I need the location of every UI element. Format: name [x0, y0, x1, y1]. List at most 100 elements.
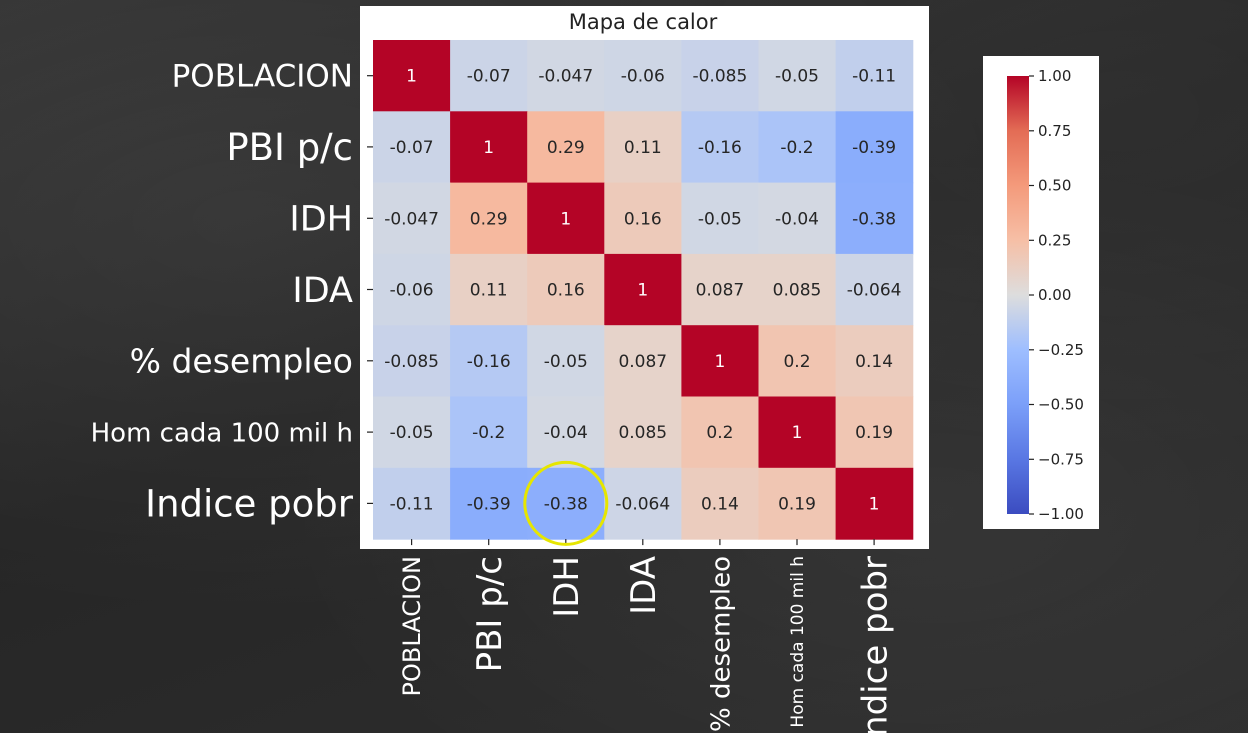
cell-value-label: -0.05 — [544, 352, 588, 372]
colorbar-tick-label: 1.00 — [1038, 67, 1071, 85]
cell-value-label: -0.04 — [775, 209, 819, 229]
cell-value-label: -0.05 — [775, 67, 819, 87]
cell-value-label: -0.11 — [390, 494, 434, 514]
overlay-col-label: PBI p/c — [470, 556, 510, 672]
heatmap-cell — [758, 467, 837, 540]
heatmap-cell — [758, 111, 837, 184]
heatmap-cell — [681, 253, 760, 326]
overlay-row-label: Hom cada 100 mil h — [91, 418, 353, 448]
heatmap-cell — [758, 253, 837, 326]
cell-value-label: -0.085 — [384, 352, 439, 372]
heatmap-cell — [527, 467, 605, 540]
heatmap-cell — [604, 467, 682, 540]
cell-value-label: 1 — [483, 138, 494, 158]
heatmap-cell — [681, 325, 760, 398]
cell-value-label: 0.14 — [855, 352, 893, 372]
heatmap-cell — [373, 396, 451, 469]
cell-value-label: -0.16 — [467, 352, 511, 372]
axis-ticks — [367, 75, 875, 546]
cell-value-label: 0.19 — [778, 494, 816, 514]
overlay-col-label: % desempleo — [706, 556, 736, 732]
overlay-col-label: POBLACION — [398, 556, 426, 696]
heatmap-cell — [527, 396, 605, 469]
cell-value-label: 0.29 — [470, 209, 508, 229]
cell-value-label: -0.064 — [847, 281, 902, 301]
cell-value-label: 0.087 — [696, 281, 745, 301]
cell-value-label: 0.2 — [706, 423, 733, 443]
heatmap-cell — [604, 396, 682, 469]
colorbar-ticks: 1.00 0.75 0.50 0.25 0.00 −0.25 −0.50 −0.75 −1.00 — [1029, 67, 1084, 523]
heatmap-cell — [835, 396, 914, 469]
cell-value-label: 0.14 — [701, 494, 739, 514]
heatmap-cell — [373, 182, 451, 255]
cell-value-label: -0.38 — [852, 209, 896, 229]
heatmap-cell — [681, 111, 760, 184]
heatmap-cell — [758, 40, 837, 112]
cell-value-label: -0.06 — [621, 67, 665, 87]
heatmap-cell — [450, 467, 528, 540]
chart-title: Mapa de calor — [569, 10, 718, 34]
cell-value-label: -0.064 — [615, 494, 670, 514]
cell-value-label: 1 — [637, 281, 648, 301]
overlay-row-label: Indice pobr — [145, 482, 354, 525]
colorbar-tick-label: −1.00 — [1038, 505, 1084, 523]
heatmap-cell — [527, 182, 605, 255]
heatmap-cell — [604, 111, 682, 184]
heatmap-cell — [681, 467, 760, 540]
overlay-row-label: IDA — [292, 271, 353, 311]
heatmap-cell — [835, 40, 914, 112]
cell-value-label: 0.085 — [773, 281, 822, 301]
heatmap-cell — [527, 325, 605, 398]
colorbar-tick-label: 0.50 — [1038, 177, 1071, 195]
heatmap-grid: 1 -0.07 -0.047 -0.06 -0.085 -0.05 -0.11 -0.07 1 0… — [373, 40, 914, 540]
heatmap-cell — [835, 253, 914, 326]
cell-value-label: -0.39 — [852, 138, 896, 158]
heatmap-cell — [681, 182, 760, 255]
heatmap-cell — [450, 253, 528, 326]
cell-value-label: 0.2 — [783, 352, 810, 372]
heatmap-cell — [681, 396, 760, 469]
cell-value-label: 0.11 — [624, 138, 662, 158]
heatmap-cell — [373, 325, 451, 398]
colorbar-tick-label: 0.25 — [1038, 231, 1071, 249]
overlay-col-label: Indice pobr — [855, 556, 895, 733]
cell-value-label: -0.05 — [698, 209, 742, 229]
overlay-row-label: POBLACION — [172, 59, 353, 95]
colorbar-tick-label: −0.75 — [1038, 450, 1084, 468]
cell-value-label: 0.29 — [547, 138, 585, 158]
cell-value-label: 1 — [406, 67, 417, 87]
heatmap-cell — [604, 325, 682, 398]
heatmap-cell — [835, 182, 914, 255]
heatmap-cell — [373, 253, 451, 326]
cell-value-label: 1 — [560, 209, 571, 229]
cell-value-label: -0.05 — [390, 423, 434, 443]
cell-value-label: -0.38 — [544, 494, 588, 514]
heatmap-cell — [450, 325, 528, 398]
heatmap-cell — [835, 325, 914, 398]
heatmap-cell — [604, 40, 682, 112]
heatmap-cell — [527, 253, 605, 326]
overlay-col-label: IDA — [624, 556, 664, 615]
heatmap-cell — [604, 253, 682, 326]
colorbar-tick-label: −0.50 — [1038, 396, 1084, 414]
colorbar — [1007, 76, 1029, 514]
overlay-row-label: % desempleo — [130, 341, 353, 380]
cell-value-label: 1 — [869, 494, 880, 514]
overlay-row-label: IDH — [289, 200, 353, 240]
cell-value-label: 0.085 — [618, 423, 667, 443]
heatmap-cell — [527, 111, 605, 184]
cell-value-label: 1 — [714, 352, 725, 372]
cell-value-label: -0.07 — [390, 138, 434, 158]
heatmap-cell — [758, 396, 837, 469]
heatmap-cell — [835, 111, 914, 184]
cell-value-label: -0.2 — [780, 138, 813, 158]
colorbar-tick-label: −0.25 — [1038, 341, 1084, 359]
overlay-col-labels: POBLACION PBI p/c IDH IDA % desempleo Hom cad… — [398, 556, 895, 733]
cell-value-label: -0.11 — [852, 67, 896, 87]
heatmap-cell — [835, 467, 914, 540]
cell-value-label: 0.11 — [470, 281, 508, 301]
cell-value-label: 0.087 — [618, 352, 667, 372]
heatmap-cell — [758, 325, 837, 398]
heatmap-cell — [373, 40, 451, 112]
